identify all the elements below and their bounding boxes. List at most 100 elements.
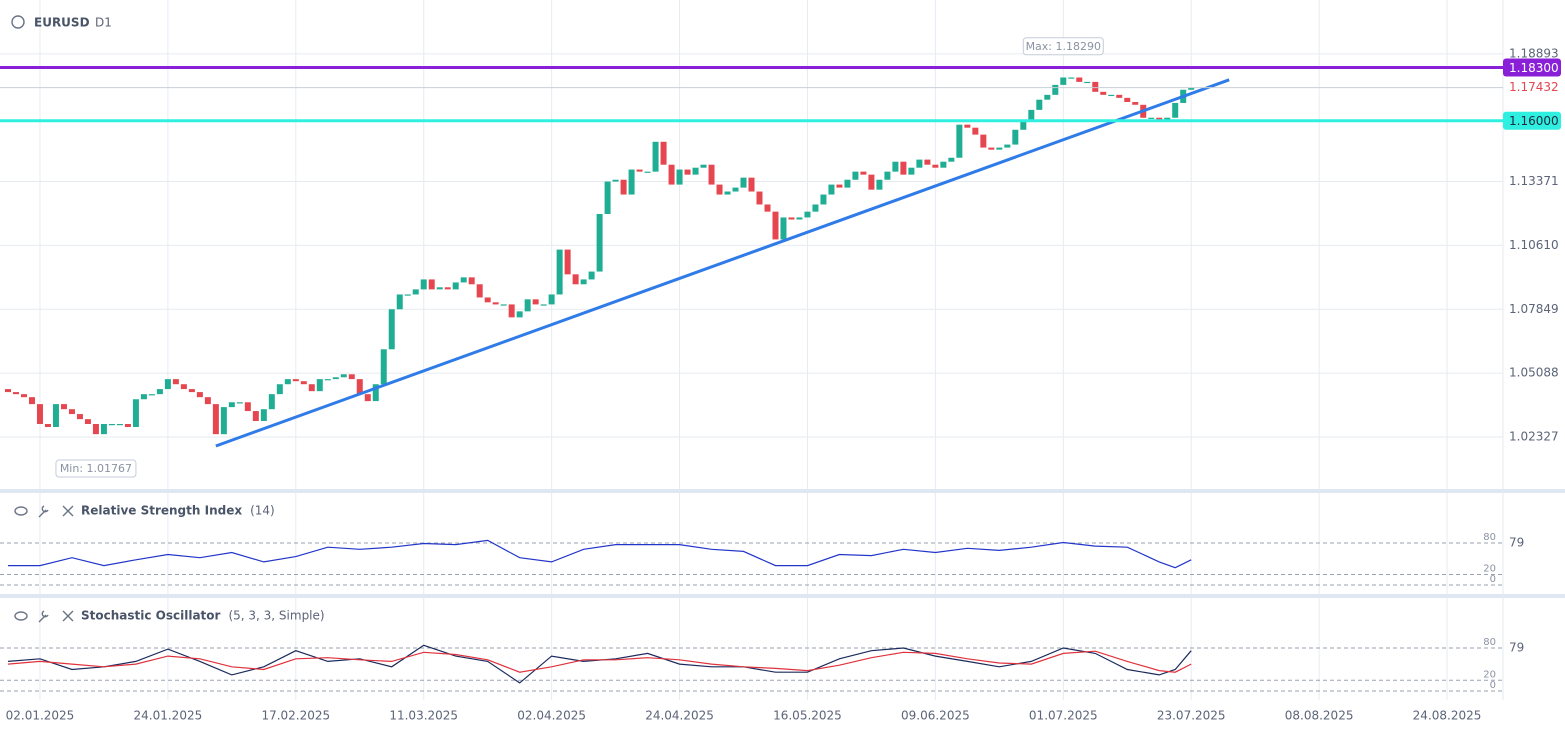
candle-body: [268, 394, 275, 410]
candle-body: [1132, 102, 1139, 105]
candle-body: [172, 379, 179, 385]
candle-body: [788, 217, 795, 220]
candle-body: [292, 379, 299, 382]
candle-body: [756, 191, 763, 205]
candle-body: [436, 287, 443, 290]
candle-body: [1156, 117, 1163, 120]
candle-body: [12, 392, 19, 395]
candle-body: [476, 284, 483, 298]
candle-body: [996, 147, 1003, 150]
candle-body: [964, 124, 971, 128]
candle-body: [340, 374, 347, 378]
candle-body: [1092, 81, 1099, 92]
candle-body: [628, 169, 635, 195]
candle-body: [1044, 94, 1051, 100]
close-icon[interactable]: [62, 610, 74, 622]
candle-body: [1172, 102, 1179, 118]
x-tick-label: 02.04.2025: [517, 709, 586, 723]
candle-body: [668, 164, 675, 185]
level-label: 20: [1483, 669, 1496, 680]
candle-body: [20, 394, 27, 398]
x-tick-label: 11.03.2025: [389, 709, 458, 723]
candle-body: [852, 171, 859, 180]
settings-icon[interactable]: [38, 610, 49, 623]
candle-body: [124, 424, 131, 428]
annotation-box: [55, 459, 137, 478]
candle-body: [884, 171, 891, 180]
candle-body: [332, 377, 339, 380]
candle-body: [60, 404, 67, 410]
candle-body: [820, 194, 827, 205]
candle-body: [1020, 119, 1027, 130]
candle-body: [244, 402, 251, 412]
candle-body: [772, 211, 779, 240]
candle-body: [652, 141, 659, 172]
candle-body: [1076, 77, 1083, 82]
close-icon[interactable]: [62, 505, 74, 517]
settings-icon[interactable]: [38, 505, 49, 518]
candle-body: [148, 394, 155, 396]
candle-body: [980, 134, 987, 148]
candle-body: [596, 213, 603, 272]
candle-body: [916, 159, 923, 168]
level-label: 80: [1483, 532, 1496, 543]
price-level-label: 1.18300: [1509, 61, 1559, 75]
y-tick-label: 1.02327: [1509, 430, 1559, 444]
annotation: Min: 1.01767: [60, 462, 132, 475]
y-tick-label: 1.18893: [1509, 46, 1559, 60]
candle-body: [204, 397, 211, 405]
candle-body: [1004, 144, 1011, 148]
info-icon[interactable]: [11, 15, 25, 29]
candle-body: [1148, 117, 1155, 119]
candle-body: [500, 304, 507, 306]
candle-body: [484, 297, 491, 303]
indicator-value: 79: [1509, 641, 1524, 655]
candle-body: [1108, 94, 1115, 97]
indicator-name: Stochastic Oscillator: [81, 609, 221, 623]
candle-body: [532, 299, 539, 305]
candle-body: [316, 379, 323, 392]
candle-body: [84, 419, 91, 425]
candle-body: [764, 204, 771, 212]
candle-body: [804, 211, 811, 218]
indicator-value: 79: [1509, 536, 1524, 550]
candle-body: [468, 277, 475, 285]
candle-body: [196, 392, 203, 398]
panel-divider: [0, 489, 1565, 493]
x-tick-label: 24.08.2025: [1413, 709, 1482, 723]
candle-body: [68, 409, 75, 415]
trendline: [215, 78, 1230, 448]
indicator-params: (14): [250, 504, 275, 518]
candle-body: [860, 171, 867, 175]
candle-body: [180, 384, 187, 390]
eye-icon[interactable]: [14, 506, 28, 516]
candle-body: [812, 204, 819, 212]
candle-body: [364, 394, 371, 402]
indicator-params: (5, 3, 3, Simple): [228, 609, 324, 623]
candle-body: [612, 179, 619, 182]
candle-body: [404, 294, 411, 296]
x-tick-label: 23.07.2025: [1157, 709, 1226, 723]
candle-body: [1036, 99, 1043, 110]
x-tick-label: 09.06.2025: [901, 709, 970, 723]
candle-body: [636, 169, 643, 172]
candle-body: [452, 282, 459, 290]
candle-body: [572, 274, 579, 285]
candle-body: [604, 181, 611, 214]
candle-body: [556, 249, 563, 295]
candle-body: [908, 167, 915, 175]
candle-body: [796, 217, 803, 220]
eye-icon[interactable]: [14, 611, 28, 621]
candle-body: [1100, 91, 1107, 95]
candle-body: [516, 311, 523, 318]
candle-body: [460, 277, 467, 283]
candle-body: [132, 399, 139, 428]
candle-body: [260, 409, 267, 421]
x-tick-label: 02.01.2025: [6, 709, 75, 723]
candle-body: [1164, 117, 1171, 120]
candle-body: [644, 171, 651, 173]
indicator-line: [7, 644, 1192, 684]
candle-body: [700, 164, 707, 168]
candle-body: [900, 161, 907, 175]
